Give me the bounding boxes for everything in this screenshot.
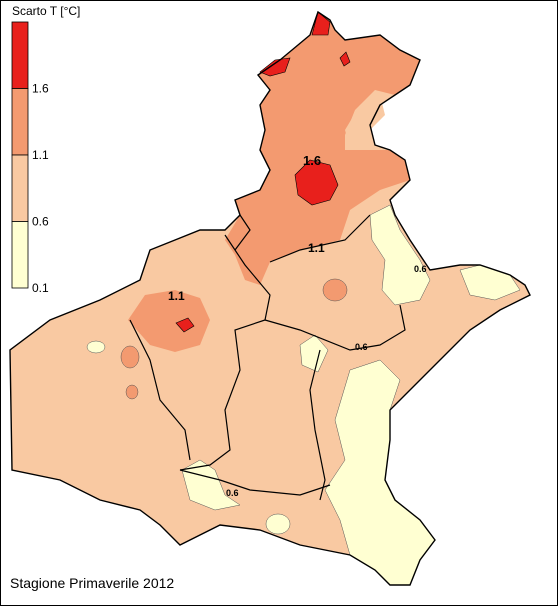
zone-orange <box>322 278 348 302</box>
zone-yellow <box>265 513 291 535</box>
legend-swatch <box>11 88 29 156</box>
contour-label: 1.6 <box>303 153 321 168</box>
zone-orange <box>120 345 140 369</box>
zone-yellow <box>86 340 106 354</box>
zone-red <box>259 57 291 77</box>
zone-red <box>294 159 339 206</box>
legend-label: 1.6 <box>32 82 49 96</box>
contour-label: 1.1 <box>168 289 185 303</box>
legend-title: Scarto T [°C] <box>12 4 80 18</box>
zone-peach <box>345 95 385 148</box>
legend-label: 0.6 <box>32 215 49 229</box>
contour-label: 0.6 <box>226 488 239 498</box>
zone-orange <box>128 290 210 352</box>
contour-label: 0.6 <box>355 342 368 352</box>
region-base <box>10 12 530 585</box>
zone-red <box>175 317 195 333</box>
legend-swatch <box>11 221 29 289</box>
region-outline <box>9 10 531 586</box>
legend-swatch <box>11 21 29 89</box>
legend-label: 1.1 <box>32 148 49 162</box>
contour-label: 1.1 <box>308 241 325 255</box>
province-borders <box>129 214 406 501</box>
zone-yellow <box>369 204 431 306</box>
zone-orange <box>125 384 139 400</box>
legend-label: 0.1 <box>32 281 49 295</box>
zone-red <box>339 51 351 67</box>
contour-label: 0.6 <box>414 264 427 274</box>
zone-orange <box>225 12 420 285</box>
zone-yellow <box>181 459 241 511</box>
zone-yellow <box>299 334 329 373</box>
legend-swatch <box>11 154 29 222</box>
caption: Stagione Primaverile 2012 <box>10 575 174 591</box>
